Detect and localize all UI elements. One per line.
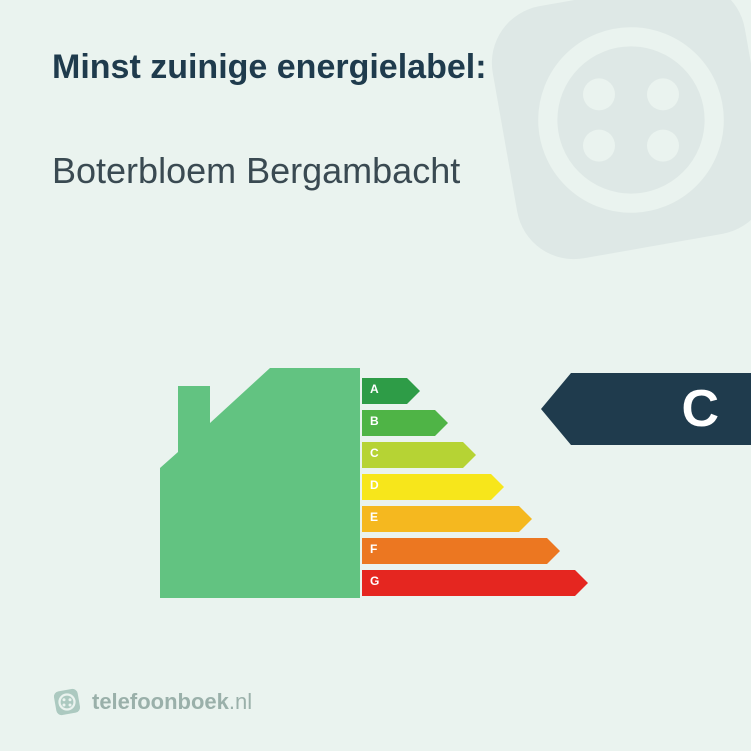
footer-brand-light: .nl: [229, 689, 252, 714]
result-letter: C: [681, 379, 719, 439]
page-subtitle: Boterbloem Bergambacht: [52, 150, 460, 192]
footer-logo-icon: [52, 687, 82, 717]
page-title: Minst zuinige energielabel:: [52, 48, 487, 87]
footer-brand: telefoonboek.nl: [92, 689, 252, 715]
house-icon: [160, 368, 360, 598]
energy-bar-g: G: [362, 565, 588, 597]
watermark-icon: [471, 0, 751, 280]
energy-bar-f: F: [362, 533, 588, 565]
energy-label-diagram: ABCDEFG: [160, 368, 590, 618]
energy-bar-e: E: [362, 501, 588, 533]
footer-brand-bold: telefoonboek: [92, 689, 229, 714]
energy-bar-d: D: [362, 469, 588, 501]
result-badge: C: [541, 373, 751, 445]
footer: telefoonboek.nl: [52, 687, 252, 717]
